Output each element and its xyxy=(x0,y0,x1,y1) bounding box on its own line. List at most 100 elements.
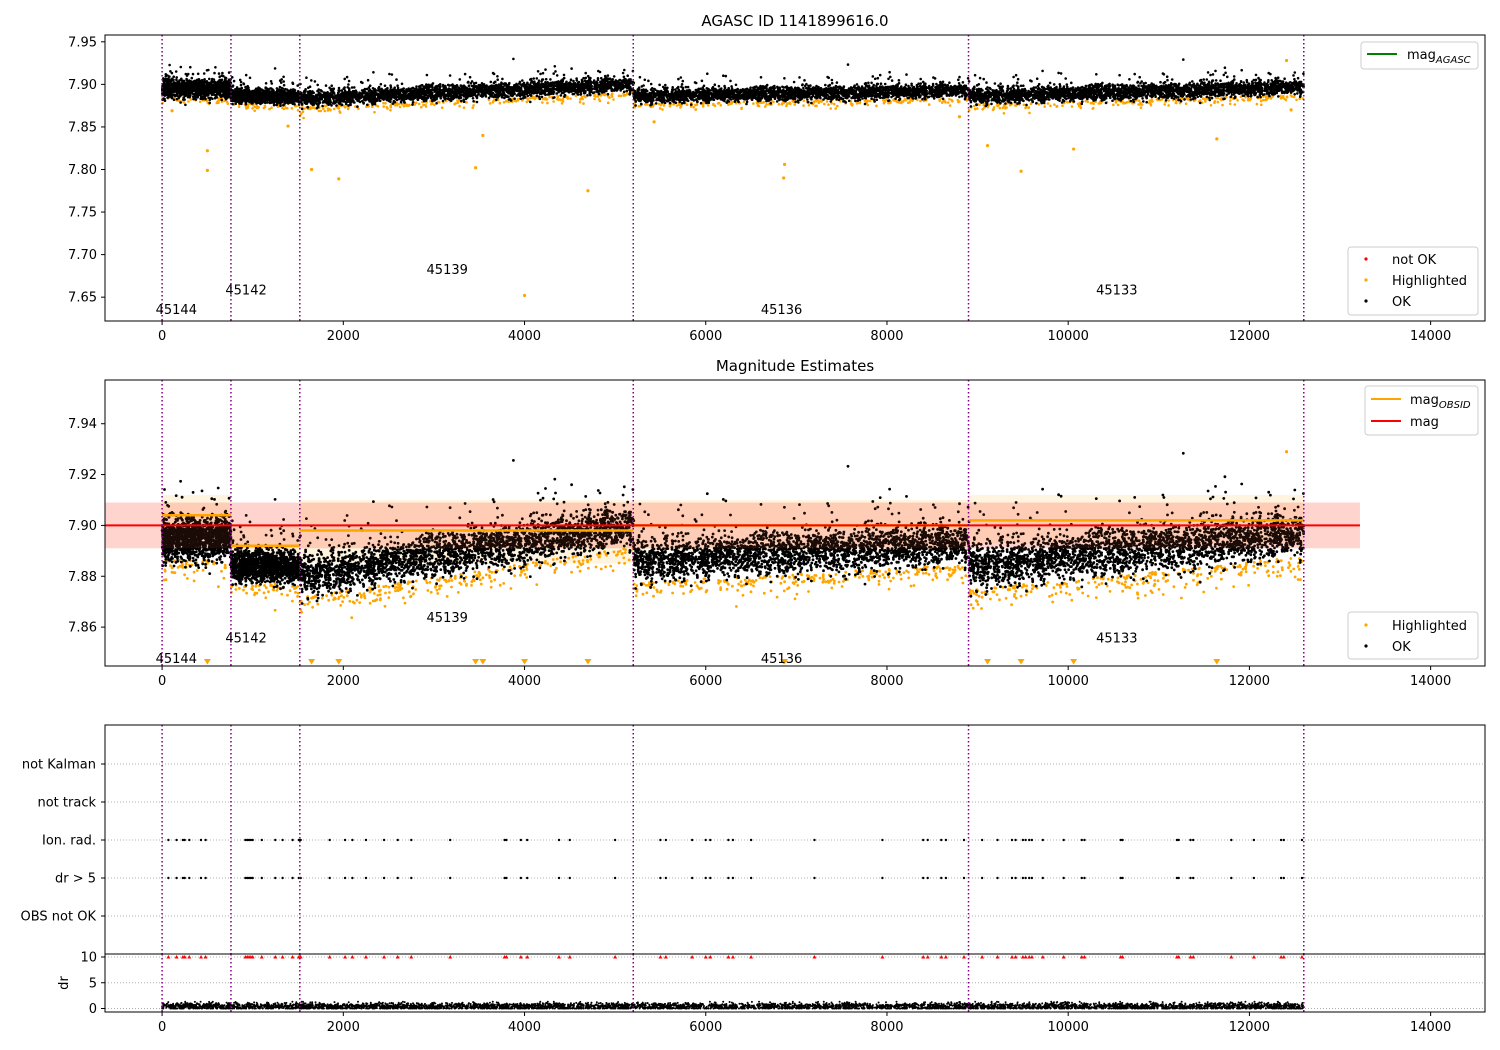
y-tick-label: 7.85 xyxy=(68,120,97,135)
dr-clipped-marker xyxy=(182,955,187,959)
obsid-label: 45139 xyxy=(427,611,468,626)
dr-clipped-marker xyxy=(925,955,930,959)
dr-clipped-marker xyxy=(556,955,561,959)
obsid-label: 45144 xyxy=(156,303,197,318)
obsid-label: 45139 xyxy=(427,263,468,278)
x-tick-label: 4000 xyxy=(508,329,541,344)
dr-clipped-marker xyxy=(1040,955,1045,959)
obsid-label: 45136 xyxy=(761,303,802,318)
highlighted-points xyxy=(162,546,1304,620)
dr-clipped-marker xyxy=(363,955,368,959)
flag-row-label: OBS not OK xyxy=(21,910,97,925)
dr-clipped-marker xyxy=(1029,955,1034,959)
magnitude-estimates-panel: 45144 45142 45139 45136 45133 0 2000 4000 6000 8… xyxy=(68,357,1486,689)
y-tick-label: 7.80 xyxy=(68,163,97,178)
highlighted-outlier-point xyxy=(205,149,209,153)
dr-clipped-marker xyxy=(703,955,708,959)
highlighted-outlier-point xyxy=(473,166,478,170)
dr-clipped-marker xyxy=(939,955,944,959)
dr-clipped-marker xyxy=(174,955,179,959)
y-tick-label: 7.95 xyxy=(68,35,97,50)
highlighted-outlier-point xyxy=(1072,147,1076,151)
obsid-label: 45133 xyxy=(1096,283,1137,298)
obsid-label: 45144 xyxy=(156,652,197,667)
x-tick-label: 8000 xyxy=(870,674,903,689)
legend-label: Highlighted xyxy=(1392,619,1467,634)
dr-clipped-marker xyxy=(1299,955,1304,959)
x-tick-label: 4000 xyxy=(508,1020,541,1035)
x-tick-label: 2000 xyxy=(327,329,360,344)
highlighted-points xyxy=(161,91,1305,120)
dr-clipped-marker xyxy=(350,955,355,959)
flag-row-label: dr > 5 xyxy=(55,872,96,887)
dr-clipped-marker xyxy=(290,955,295,959)
y-tick-label: 0 xyxy=(89,1002,97,1017)
legend-frame xyxy=(1360,41,1479,70)
clipped-point-marker xyxy=(1070,659,1078,665)
y-tick-label: 7.65 xyxy=(68,291,97,306)
dr-clipped-marker xyxy=(327,955,332,959)
highlighted-outlier-point xyxy=(782,176,786,180)
ok-points xyxy=(160,451,1306,605)
legend-marker xyxy=(1364,623,1368,627)
dr-clipped-marker xyxy=(1010,955,1015,959)
x-tick-label: 14000 xyxy=(1410,1020,1451,1035)
dr-clipped-marker xyxy=(613,955,618,959)
x-tick-label: 12000 xyxy=(1229,674,1270,689)
x-tick-label: 4000 xyxy=(508,674,541,689)
flag-row-label: not track xyxy=(37,796,96,811)
x-tick-label: 0 xyxy=(158,329,166,344)
dr-clipped-marker xyxy=(1020,955,1025,959)
dr-clipped-marker xyxy=(409,955,414,959)
dr-clipped-marker xyxy=(525,955,530,959)
y-tick-label: 7.90 xyxy=(68,519,97,534)
dr-clipped-marker xyxy=(921,955,926,959)
obsid-label: 45142 xyxy=(225,632,266,647)
dr-clipped-marker xyxy=(250,955,255,959)
highlighted-outlier-point xyxy=(1215,137,1219,141)
x-tick-label: 10000 xyxy=(1048,329,1089,344)
x-tick-label: 12000 xyxy=(1229,329,1270,344)
dr-clipped-marker xyxy=(395,955,400,959)
dr-clipped-marker xyxy=(1027,955,1032,959)
clipped-point-marker xyxy=(521,659,529,665)
flag-points xyxy=(167,838,1304,880)
highlighted-outlier-point xyxy=(957,115,962,119)
dr-clipped-marker xyxy=(1191,955,1196,959)
dr-clipped-marker xyxy=(504,955,509,959)
dr-panel: 0 5 10 0 2000 4000 6000 8000 10000 12000 14000 dr xyxy=(57,951,1486,1035)
clipped-point-marker xyxy=(584,659,592,665)
obsid-label: 45133 xyxy=(1096,632,1137,647)
y-tick-label: 5 xyxy=(89,976,97,991)
dr-clipped-marker xyxy=(518,955,523,959)
highlighted-outlier-point xyxy=(481,133,485,138)
clipped-point-marker xyxy=(1017,659,1025,665)
x-tick-label: 0 xyxy=(158,674,166,689)
x-tick-label: 2000 xyxy=(327,674,360,689)
highlighted-outlier-point xyxy=(1284,58,1289,63)
x-tick-label: 14000 xyxy=(1410,674,1451,689)
clipped-point-marker xyxy=(335,659,343,665)
legend-frame xyxy=(1347,611,1479,660)
clipped-point-marker xyxy=(308,659,316,665)
dr-clipped-marker xyxy=(708,955,713,959)
agasc-magnitude-panel: 45144 45142 45139 45136 45133 0 2000 4000 6000 8… xyxy=(68,12,1486,344)
x-tick-label: 8000 xyxy=(870,329,903,344)
legend-label: Highlighted xyxy=(1392,274,1467,289)
dr-clipped-marker xyxy=(448,955,453,959)
y-tick-label: 7.70 xyxy=(68,248,97,263)
clipped-point-marker xyxy=(781,659,789,665)
dr-clipped-marker xyxy=(726,955,731,959)
dr-clipped-marker xyxy=(980,955,985,959)
highlighted-outlier-point xyxy=(782,162,787,166)
dr-clipped-marker xyxy=(943,955,948,959)
dr-clipped-marker xyxy=(1281,955,1286,959)
panel1-legend-status: not OK Highlighted OK xyxy=(1347,246,1479,316)
x-tick-label: 0 xyxy=(158,1020,166,1035)
highlighted-outlier-point xyxy=(985,144,990,148)
dr-clipped-marker xyxy=(298,955,303,959)
highlighted-outlier-point xyxy=(337,177,341,181)
y-tick-label: 7.90 xyxy=(68,78,97,93)
dr-clipped-marker xyxy=(1082,955,1087,959)
